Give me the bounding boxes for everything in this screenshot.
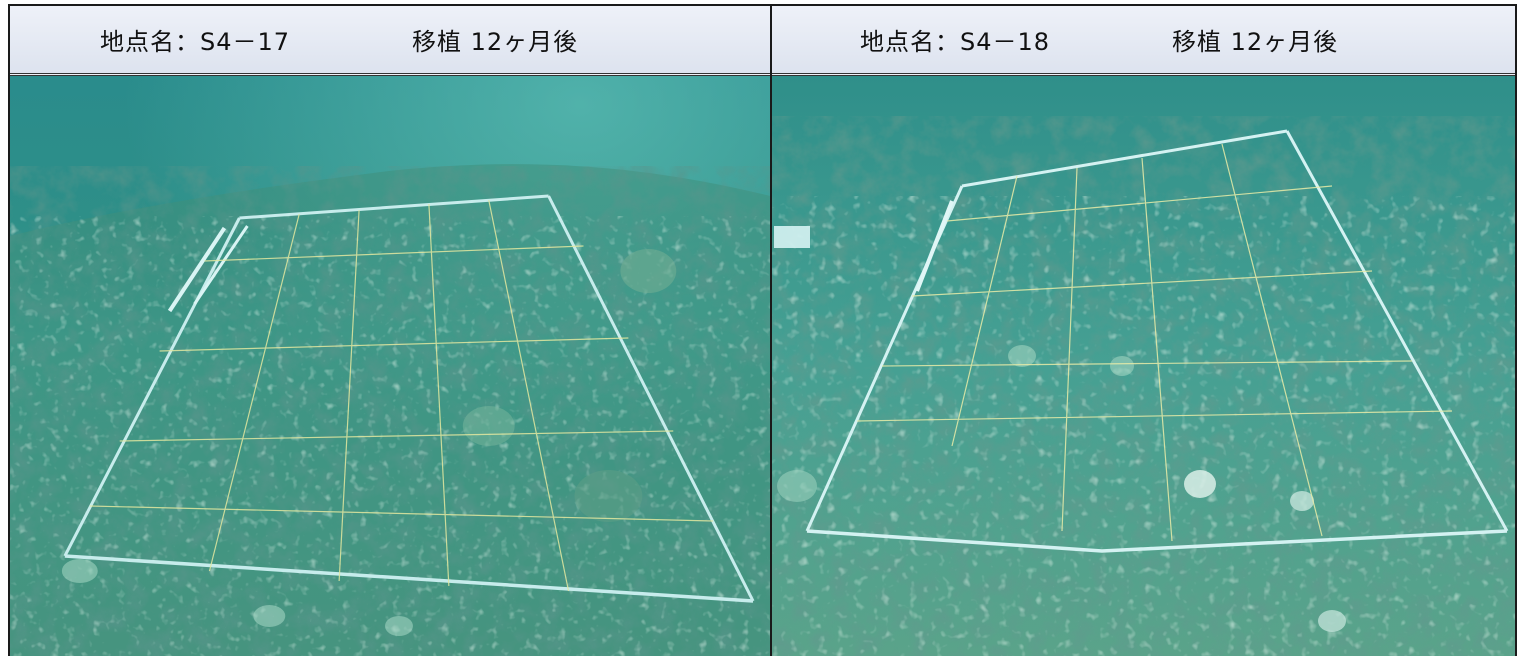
panel-header: 地点名：S4－18 移植 12ヶ月後 [772,6,1515,76]
photo-panel-s4-17: 地点名：S4－17 移植 12ヶ月後 [10,6,772,656]
elapsed-time-label: 移植 12ヶ月後 [1172,28,1339,56]
photo-sheet: 地点名：S4－17 移植 12ヶ月後 [8,4,1517,656]
reef-photo [772,76,1515,656]
site-name-label: 地点名：S4－17 [100,28,291,56]
reef-photo-graphic [10,76,770,656]
reef-photo [10,76,770,656]
elapsed-time-label: 移植 12ヶ月後 [412,28,579,56]
site-name-label: 地点名：S4－18 [860,28,1051,56]
reef-photo-graphic [772,76,1515,656]
photo-panel-s4-18: 地点名：S4－18 移植 12ヶ月後 [772,6,1515,656]
panel-header: 地点名：S4－17 移植 12ヶ月後 [10,6,770,76]
